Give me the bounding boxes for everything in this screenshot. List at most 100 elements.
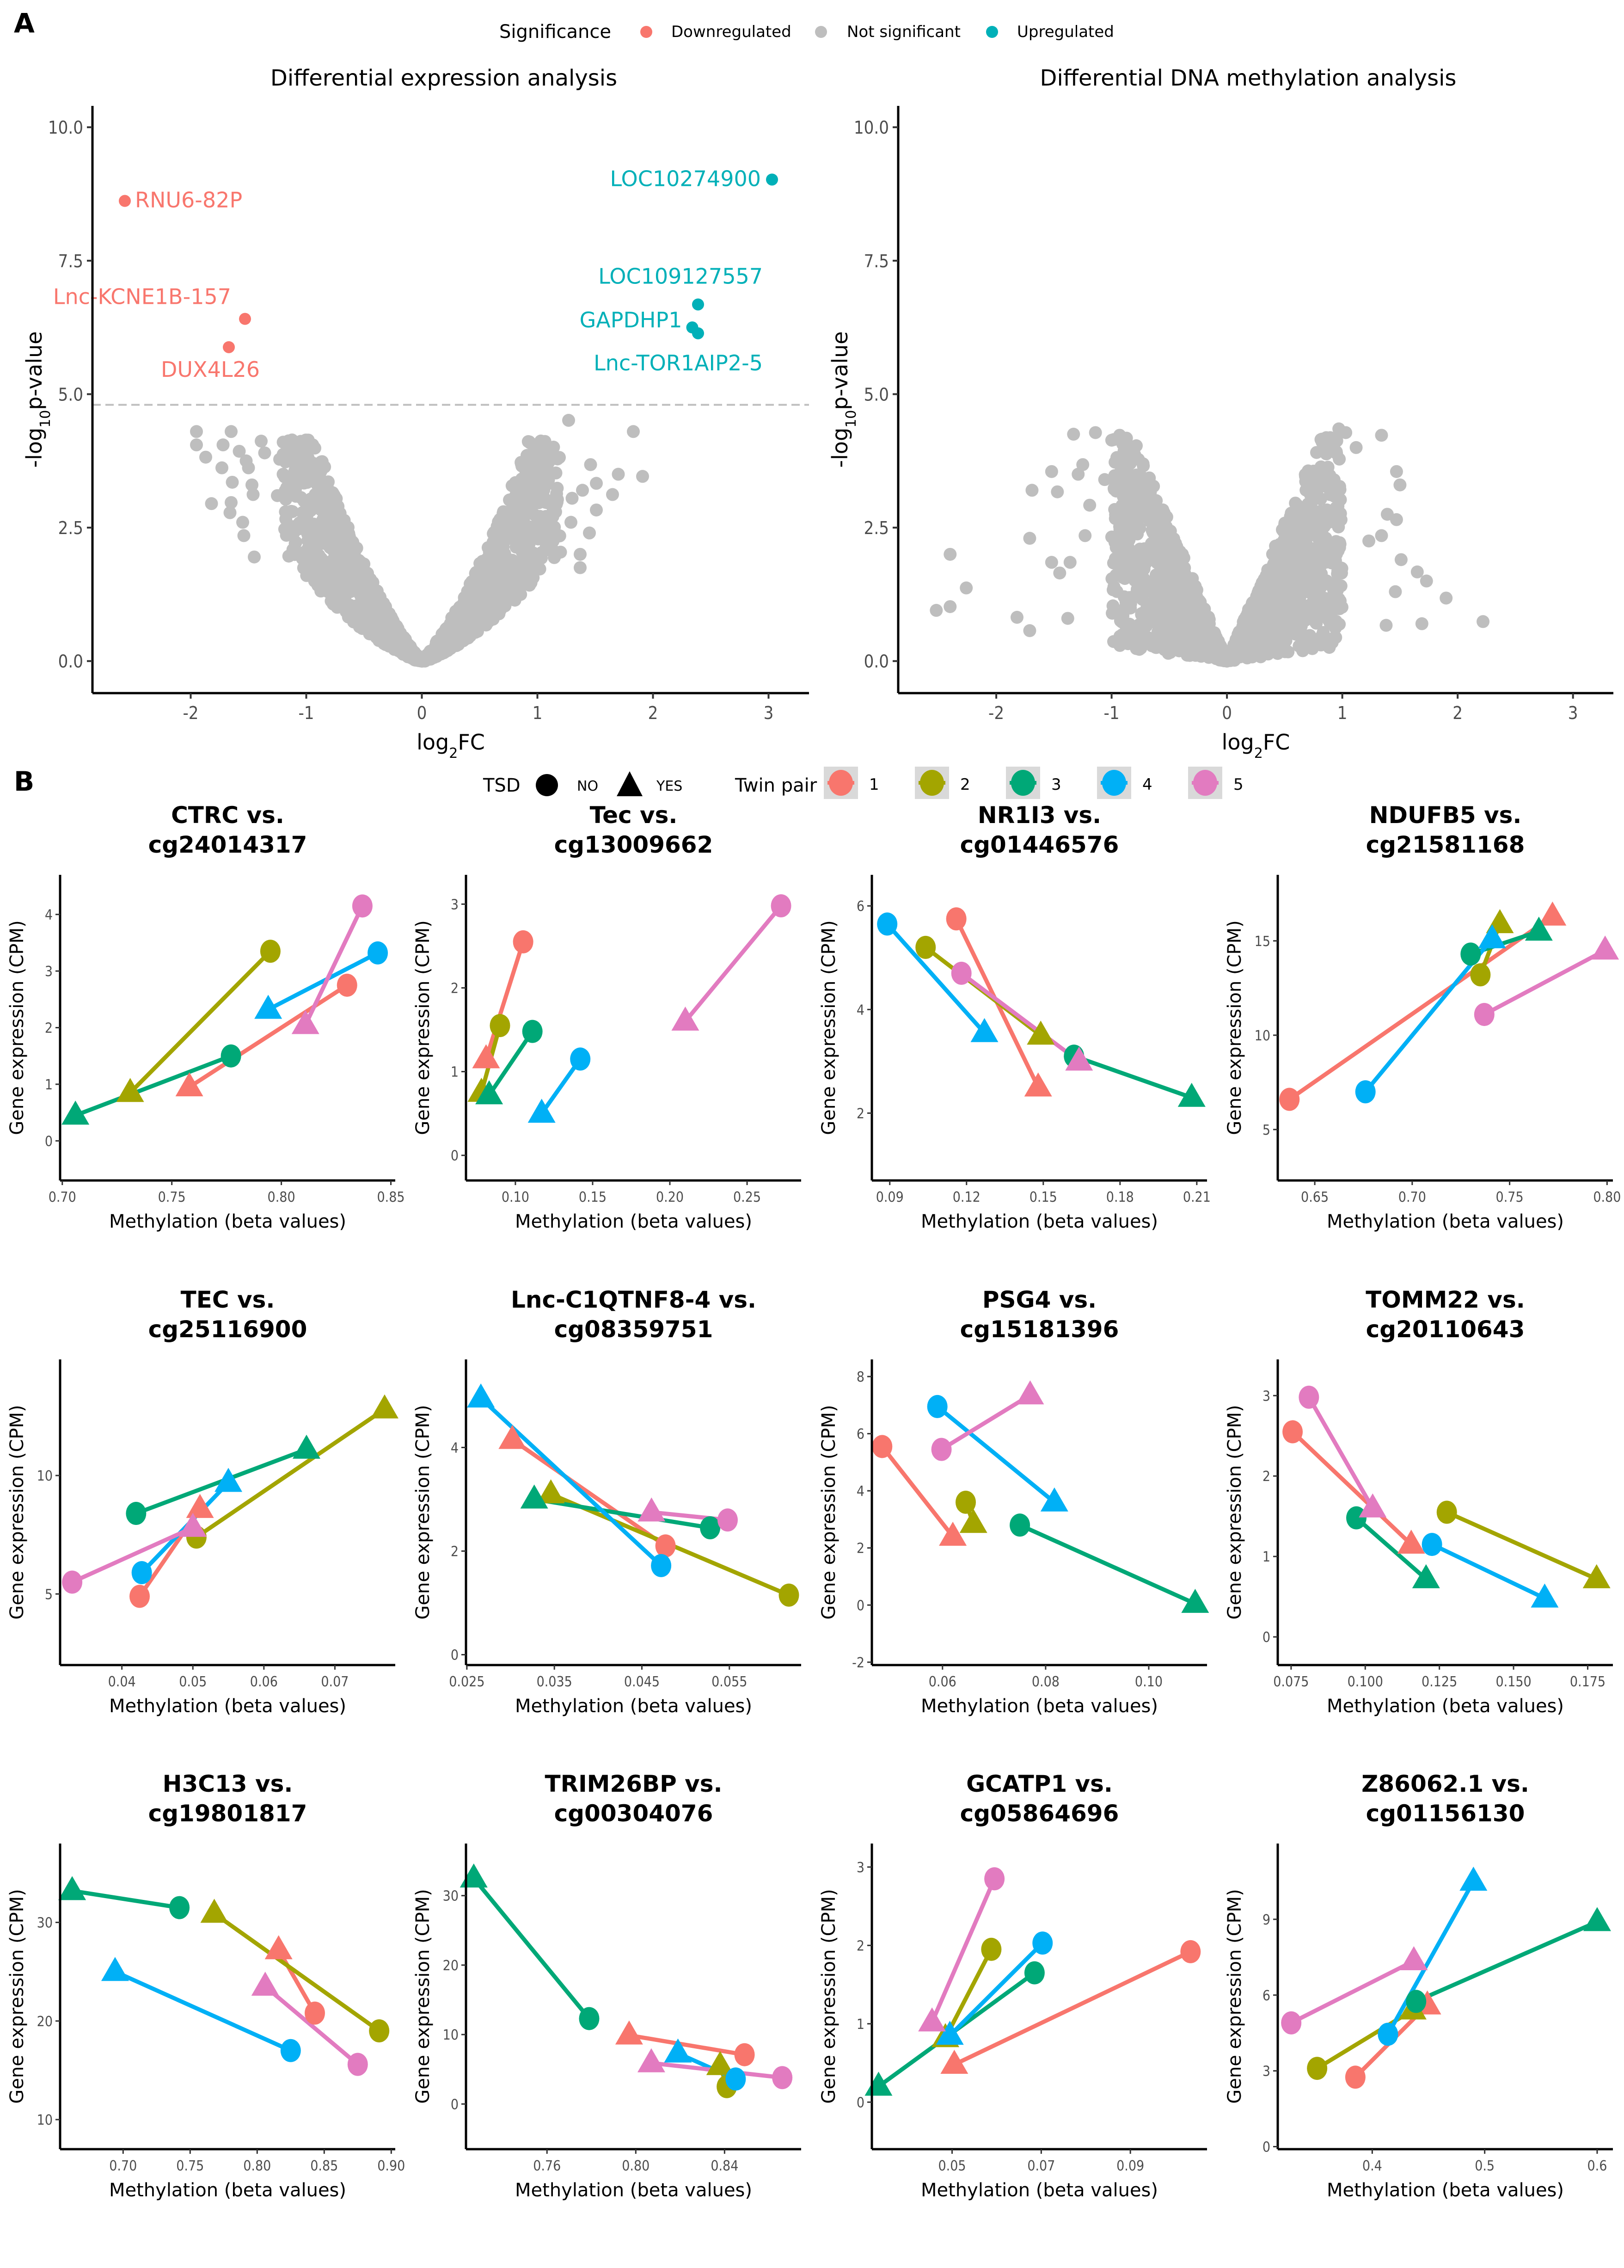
not-significant-point (225, 425, 238, 438)
y-tick-label: 0.0 (864, 652, 889, 672)
not-significant-point (1260, 572, 1273, 585)
tsd-yes-point (527, 1099, 556, 1123)
tsd-no-point (280, 2039, 301, 2062)
not-significant-point (1234, 637, 1247, 651)
tsd-yes-point (939, 1522, 967, 1546)
x-tick-label: 0.09 (1116, 2158, 1144, 2174)
y-tick-label: 2 (857, 1106, 864, 1122)
not-significant-point (369, 622, 382, 636)
not-significant-point (517, 512, 530, 525)
not-significant-point (508, 491, 521, 504)
tsd-no-point (872, 1435, 893, 1458)
scatter-panel-trim26bp: TRIM26BP vs. cg00304076 0 10 20 30 0.76 0.80 0.8… (412, 1770, 801, 2201)
pair-connector-line (880, 1445, 955, 1538)
not-significant-point (1079, 529, 1092, 542)
not-significant-point (1190, 603, 1204, 617)
not-significant-point (1149, 636, 1162, 650)
tsd-yes-point (1591, 935, 1619, 960)
not-significant-point (1185, 646, 1198, 659)
not-significant-point (1297, 603, 1310, 617)
not-significant-point (287, 445, 300, 459)
not-significant-point (1278, 516, 1292, 530)
not-significant-point (330, 492, 343, 505)
pair-connector-line (511, 1438, 667, 1548)
not-significant-point (515, 476, 528, 489)
panel-title-gene: PSG4 vs. (982, 1286, 1097, 1313)
gene-label: DUX4L26 (161, 357, 260, 382)
pair-connector-line (629, 2033, 745, 2057)
tsd-yes-point (940, 2049, 968, 2074)
tsd-no-point (946, 907, 967, 931)
y-tick-label: 20 (443, 1958, 459, 1974)
pair-connector-line (74, 1054, 232, 1118)
tsd-no-point (579, 2007, 600, 2030)
x-axis-title: Methylation (beta values) (515, 1696, 752, 1717)
y-axis-title: Gene expression (CPM) (6, 1889, 28, 2104)
not-significant-point (1301, 497, 1315, 510)
x-tick-label: 0.90 (377, 2158, 405, 2174)
panel-title-gene: GCATP1 vs. (966, 1770, 1113, 1797)
not-significant-point (584, 458, 597, 471)
not-significant-point (1177, 593, 1190, 606)
tsd-no-point (956, 1490, 976, 1514)
not-significant-point (300, 446, 314, 460)
pair-connector-line (1307, 1396, 1375, 1510)
tsd-yes-point (1016, 1380, 1044, 1405)
not-significant-point (225, 496, 238, 509)
tsd-yes-point (1397, 1530, 1425, 1554)
x-tick-label: 0.21 (1183, 1189, 1211, 1205)
y-axis-title: Gene expression (CPM) (412, 1405, 434, 1620)
panel-title-probe: cg24014317 (148, 831, 307, 858)
tsd-yes-point (254, 995, 282, 1019)
not-significant-point (273, 453, 286, 466)
tsd-yes-point (1040, 1487, 1068, 1512)
x-tick-label: 0.035 (537, 1674, 572, 1690)
not-significant-point (1272, 565, 1285, 578)
pair-connector-line (960, 971, 1080, 1063)
not-significant-point (494, 603, 507, 616)
tsd-yes-point (1024, 1072, 1052, 1097)
tsd-yes-point (664, 2038, 692, 2063)
tsd-no-point (570, 1047, 591, 1071)
not-significant-point (315, 562, 329, 575)
y-tick-label: 5 (45, 1586, 53, 1603)
tsd-yes-point (520, 1484, 548, 1509)
gene-label: LOC10274900 (610, 166, 761, 191)
tsd-no-point (305, 2001, 325, 2025)
not-significant-point (338, 538, 351, 552)
tsd-yes-point (186, 1494, 214, 1518)
panel-title-gene: Z86062.1 vs. (1361, 1770, 1529, 1797)
y-tick-label: 5.0 (58, 384, 83, 405)
not-significant-point (1083, 498, 1097, 512)
not-significant-point (1106, 607, 1119, 620)
not-significant-point (248, 550, 261, 564)
not-significant-point (1296, 644, 1309, 658)
pair-connector-line (944, 1948, 993, 2039)
x-tick-label: 0.08 (1032, 1674, 1060, 1690)
gene-label: Lnc-KCNE1B-157 (53, 284, 231, 309)
not-significant-point (258, 446, 271, 460)
y-tick-label: 15 (1255, 934, 1270, 950)
pair-connector-line (1386, 1880, 1476, 2035)
x-tick-label: 0.25 (733, 1189, 761, 1205)
not-significant-point (472, 602, 485, 615)
not-significant-point (1326, 488, 1339, 502)
x-tick-label: 0.025 (449, 1674, 484, 1690)
not-significant-point (1325, 443, 1338, 457)
tsd-no-point (772, 2066, 793, 2090)
pair-connector-line (303, 905, 364, 1026)
tsd-yes-point (537, 1479, 565, 1504)
x-tick-label: 0.05 (179, 1674, 207, 1690)
not-significant-point (1305, 585, 1319, 598)
not-significant-point (1134, 511, 1147, 524)
not-significant-point (1309, 514, 1322, 527)
tsd-no-point (1345, 2065, 1366, 2089)
not-significant-point (1301, 464, 1315, 478)
tsd-no-point (126, 1502, 147, 1525)
panel-title-gene: Lnc-C1QTNF8-4 vs. (511, 1286, 756, 1313)
x-tick-label: 0.150 (1495, 1674, 1531, 1690)
tsd-no-point (1355, 1080, 1376, 1104)
x-tick-label: 0.80 (622, 2158, 650, 2174)
pair-connector-line (472, 1877, 591, 2020)
tsd-no-point (1474, 1002, 1495, 1026)
